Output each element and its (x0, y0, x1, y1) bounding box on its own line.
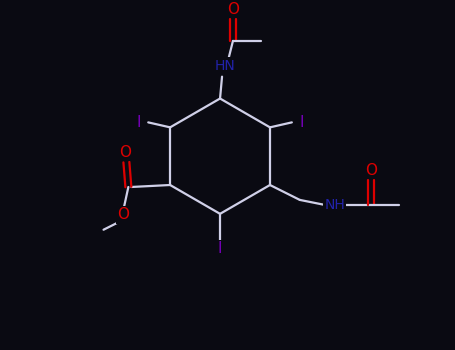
Text: O: O (227, 1, 239, 16)
Text: O: O (119, 145, 131, 160)
Text: O: O (117, 207, 129, 222)
Text: HN: HN (215, 59, 235, 73)
Text: I: I (218, 241, 222, 256)
Text: I: I (136, 115, 141, 130)
Text: NH: NH (324, 198, 345, 212)
Text: O: O (365, 163, 377, 177)
Text: I: I (299, 115, 304, 130)
